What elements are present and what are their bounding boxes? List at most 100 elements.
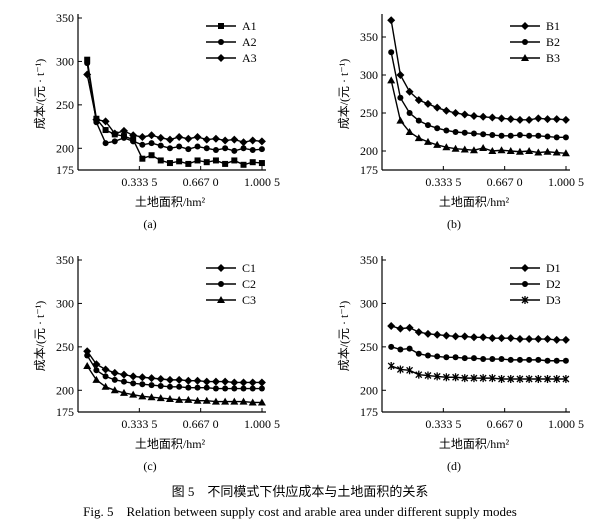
data-point-a2 — [84, 60, 91, 67]
data-point-b3 — [479, 143, 488, 151]
y-tick-label: 175 — [360, 405, 378, 419]
data-point-d3 — [479, 374, 487, 383]
data-point-c3 — [165, 394, 174, 402]
data-point-b1 — [460, 110, 469, 119]
data-point-d2 — [498, 356, 505, 363]
data-point-a3 — [230, 135, 239, 144]
data-point-c3 — [156, 394, 165, 402]
y-axis-label: 成本/(元 · t⁻¹) — [33, 301, 47, 372]
data-point-a2 — [249, 147, 256, 154]
data-point-a3 — [101, 117, 110, 126]
data-point-d1 — [469, 333, 478, 342]
y-tick-label: 200 — [360, 383, 378, 397]
x-tick-label: 1.000 5 — [548, 417, 584, 431]
data-point-a1 — [258, 160, 265, 167]
data-point-d3 — [415, 370, 423, 379]
y-axis-label: 成本/(元 · t⁻¹) — [337, 59, 351, 130]
y-tick-label: 250 — [56, 340, 74, 354]
data-point-a1 — [231, 157, 238, 164]
data-point-b2 — [470, 130, 477, 137]
data-point-a3 — [156, 133, 165, 142]
data-point-b1 — [525, 115, 534, 124]
data-point-c3 — [221, 397, 230, 405]
legend-marker-b3 — [521, 54, 529, 61]
data-point-a2 — [258, 146, 265, 153]
data-point-a1 — [249, 159, 256, 166]
data-point-d3 — [525, 374, 533, 383]
data-point-c1 — [147, 374, 156, 383]
data-point-a1 — [240, 161, 247, 168]
data-point-a3 — [257, 137, 266, 146]
data-point-b2 — [544, 133, 551, 140]
data-point-c1 — [230, 378, 239, 387]
data-point-a3 — [221, 136, 230, 145]
y-tick-label: 200 — [360, 144, 378, 158]
data-point-c2 — [166, 383, 173, 390]
y-tick-label: 350 — [360, 253, 378, 267]
y-tick-label: 250 — [360, 106, 378, 120]
data-point-a2 — [185, 146, 192, 153]
data-point-c1 — [239, 378, 248, 387]
data-point-c1 — [202, 377, 211, 386]
data-point-d2 — [470, 355, 477, 362]
data-point-b2 — [526, 132, 533, 139]
data-point-d3 — [470, 374, 478, 383]
data-point-d1 — [405, 323, 414, 332]
data-point-d3 — [442, 373, 450, 382]
data-point-a2 — [130, 138, 137, 145]
data-point-b2 — [424, 122, 431, 129]
data-point-d3 — [553, 374, 561, 383]
data-point-d2 — [443, 354, 450, 361]
series-line-b1 — [390, 20, 566, 121]
data-point-a3 — [119, 126, 128, 135]
data-point-b2 — [415, 117, 422, 124]
data-point-b2 — [406, 110, 413, 116]
data-point-d2 — [516, 356, 523, 363]
data-point-d1 — [451, 332, 460, 341]
y-tick-label: 175 — [56, 163, 74, 177]
data-point-c2 — [157, 382, 164, 389]
data-point-d3 — [433, 372, 441, 381]
figure-caption-en: Fig. 5 Relation between supply cost and … — [83, 504, 517, 519]
data-point-a2 — [111, 138, 118, 145]
legend-label-b1: B1 — [546, 19, 560, 33]
data-point-b1 — [488, 113, 497, 122]
data-point-c3 — [202, 396, 211, 404]
x-tick-label: 0.667 0 — [487, 417, 523, 431]
data-point-a3 — [202, 135, 211, 144]
data-point-a1 — [157, 157, 164, 164]
x-tick-label: 0.333 5 — [425, 417, 461, 431]
legend-label-d2: D2 — [546, 277, 561, 291]
x-tick-label: 1.000 5 — [244, 175, 280, 189]
data-point-c3 — [138, 392, 147, 400]
data-point-a1 — [222, 160, 229, 167]
data-point-d3 — [498, 374, 505, 383]
data-point-b3 — [442, 143, 451, 151]
chart-panel-a: 175 200 250 300 350 0.333 5 0.667 0 1.000 5 土地面积… — [33, 11, 280, 231]
data-point-a2 — [102, 140, 109, 147]
data-point-b3 — [543, 147, 552, 155]
data-point-d3 — [461, 374, 469, 383]
data-point-d3 — [534, 374, 542, 383]
data-point-c1 — [248, 378, 257, 387]
data-point-b2 — [452, 129, 459, 135]
data-point-d3 — [562, 374, 570, 383]
data-point-d2 — [489, 356, 496, 363]
series-d2 — [388, 343, 569, 364]
legend-marker-a2 — [218, 39, 224, 45]
data-point-c2 — [93, 367, 100, 374]
data-point-d1 — [515, 335, 524, 344]
data-point-c1 — [83, 347, 92, 356]
data-point-d1 — [396, 324, 405, 333]
data-point-b2 — [516, 132, 523, 139]
figure-caption-cn: 图 5 不同模式下供应成本与土地面积的关系 — [171, 484, 429, 499]
data-point-b3 — [423, 137, 432, 145]
data-point-d3 — [507, 374, 515, 383]
data-point-d2 — [452, 354, 459, 361]
data-point-a2 — [176, 143, 183, 150]
data-point-c3 — [211, 397, 220, 405]
data-point-c3 — [230, 397, 239, 405]
data-point-b2 — [562, 134, 569, 141]
data-point-b3 — [460, 145, 469, 153]
